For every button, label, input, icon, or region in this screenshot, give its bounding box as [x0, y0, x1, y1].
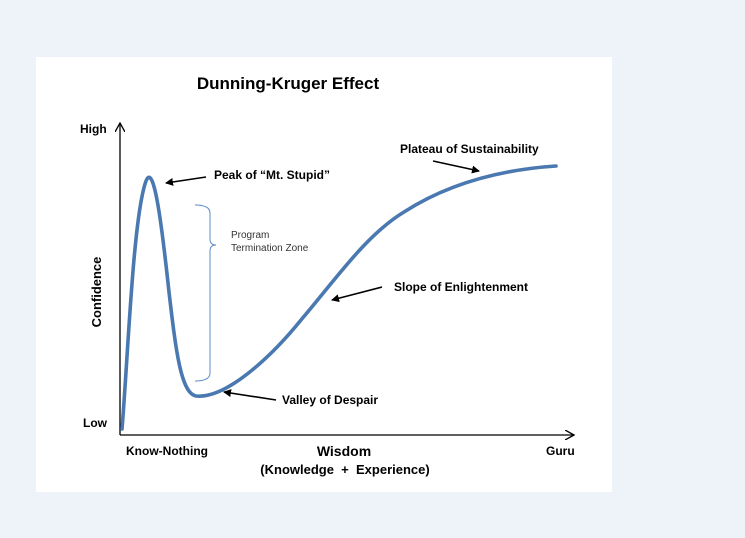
x-axis-sublabel: (Knowledge + Experience) [260, 462, 429, 477]
diagram-title: Dunning-Kruger Effect [197, 74, 380, 93]
termination-zone-label-line2: Termination Zone [231, 243, 309, 254]
plateau-arrow [432, 160, 480, 174]
valley-arrow [223, 389, 277, 401]
plateau-callout: Plateau of Sustainability [400, 142, 539, 156]
x-axis-label: Wisdom [317, 443, 371, 459]
slope-arrow [331, 286, 383, 303]
peak-callout: Peak of “Mt. Stupid” [214, 168, 330, 182]
valley-callout: Valley of Despair [282, 393, 378, 407]
y-axis-high-label: High [80, 122, 107, 136]
y-axis-label: Confidence [89, 257, 104, 328]
dunning-kruger-diagram: Dunning-Kruger Effect High Low Confidenc… [80, 74, 612, 477]
x-axis-start-label: Know-Nothing [126, 444, 208, 458]
termination-zone-bracket [194, 204, 217, 382]
diagram-canvas: Dunning-Kruger Effect High Low Confidenc… [36, 57, 612, 492]
x-axis-end-label: Guru [546, 444, 575, 458]
peak-arrow [165, 176, 207, 186]
slope-callout: Slope of Enlightenment [394, 280, 528, 294]
confidence-curve [120, 164, 558, 431]
termination-zone-label-line1: Program [231, 230, 269, 241]
y-axis-low-label: Low [83, 416, 108, 430]
